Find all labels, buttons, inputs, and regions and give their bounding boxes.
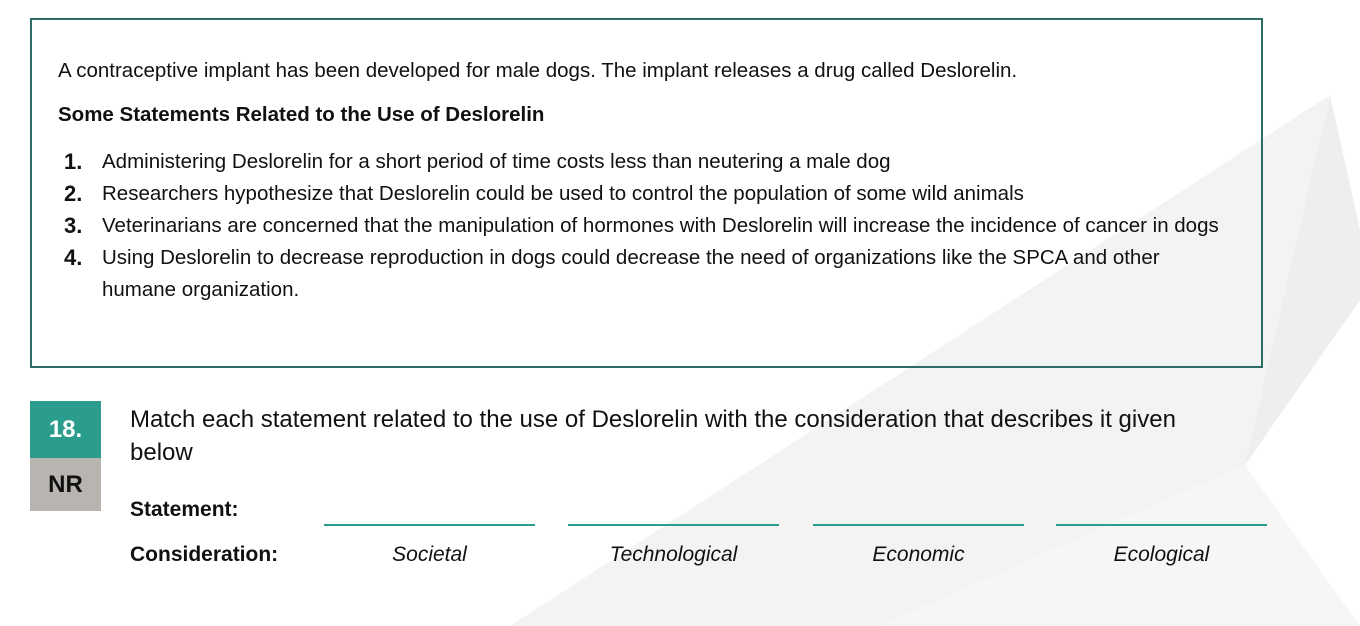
- answer-blank-societal[interactable]: [324, 524, 535, 526]
- context-box: A contraceptive implant has been develop…: [30, 18, 1263, 368]
- answer-blank-ecological[interactable]: [1056, 524, 1267, 526]
- statement-number: 1.: [64, 149, 83, 174]
- statement-text: Using Deslorelin to decrease reproductio…: [102, 246, 1160, 301]
- statement-number: 4.: [64, 245, 83, 270]
- statement-text: Administering Deslorelin for a short per…: [102, 150, 891, 173]
- question-number-badge: 18.: [30, 401, 101, 458]
- statement-item: 3. Veterinarians are concerned that the …: [64, 210, 1234, 242]
- statement-item: 4. Using Deslorelin to decrease reproduc…: [64, 242, 1234, 306]
- consideration-societal: Societal: [392, 543, 467, 566]
- consideration-row-label: Consideration:: [130, 543, 279, 566]
- consideration-economic: Economic: [872, 543, 965, 566]
- statement-text: Researchers hypothesize that Deslorelin …: [102, 182, 1024, 205]
- statement-item: 2. Researchers hypothesize that Deslorel…: [64, 178, 1234, 210]
- statement-number: 2.: [64, 181, 83, 206]
- answer-blank-technological[interactable]: [568, 524, 779, 526]
- question-type-badge: NR: [30, 458, 101, 511]
- consideration-technological: Technological: [609, 543, 738, 566]
- statement-number: 3.: [64, 213, 83, 238]
- question-text: Match each statement related to the use …: [130, 406, 1176, 466]
- statements-heading: Some Statements Related to the Use of De…: [58, 103, 545, 126]
- answer-blank-economic[interactable]: [813, 524, 1024, 526]
- statement-row-label: Statement:: [130, 498, 239, 521]
- statements-list: 1. Administering Deslorelin for a short …: [64, 146, 1234, 306]
- intro-text: A contraceptive implant has been develop…: [58, 59, 1018, 82]
- statement-text: Veterinarians are concerned that the man…: [102, 214, 1219, 237]
- statement-item: 1. Administering Deslorelin for a short …: [64, 146, 1234, 178]
- consideration-ecological: Ecological: [1113, 543, 1210, 566]
